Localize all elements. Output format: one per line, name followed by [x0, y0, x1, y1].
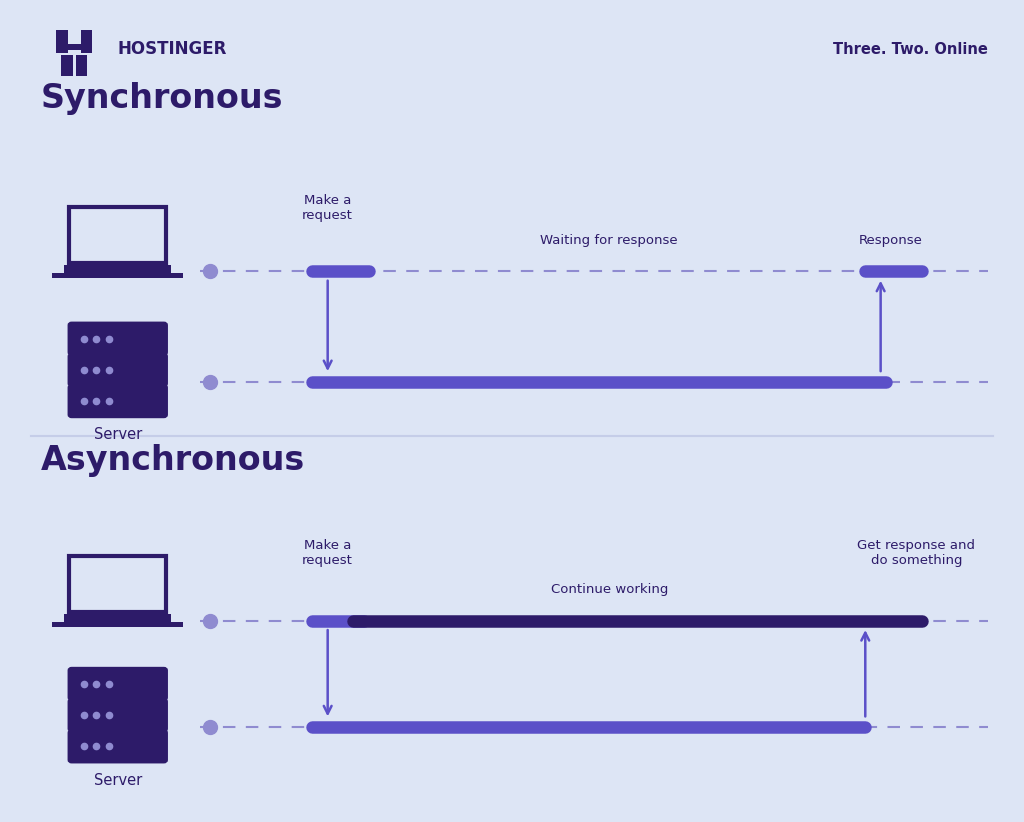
Text: HOSTINGER: HOSTINGER	[118, 40, 227, 58]
FancyBboxPatch shape	[69, 385, 167, 417]
Text: Response: Response	[859, 233, 923, 247]
Bar	[52, 273, 183, 278]
Bar	[56, 30, 68, 53]
Bar	[52, 622, 183, 627]
FancyBboxPatch shape	[69, 699, 167, 732]
Bar	[65, 614, 171, 622]
Text: Make a
request: Make a request	[302, 194, 353, 222]
Text: Make a
request: Make a request	[302, 539, 353, 567]
Text: Continue working: Continue working	[551, 583, 668, 596]
Bar	[109, 261, 128, 265]
Bar	[81, 30, 92, 53]
Bar	[61, 55, 73, 76]
Text: Asynchronous: Asynchronous	[41, 444, 305, 477]
Text: Waiting for response: Waiting for response	[541, 233, 678, 247]
FancyBboxPatch shape	[69, 730, 167, 763]
Text: Three. Two. Online: Three. Two. Online	[834, 42, 988, 57]
Bar	[60, 44, 89, 50]
FancyBboxPatch shape	[69, 322, 167, 355]
Text: Server: Server	[93, 427, 142, 442]
Bar	[65, 265, 171, 273]
Text: Server: Server	[93, 773, 142, 787]
Text: Synchronous: Synchronous	[41, 82, 284, 115]
FancyBboxPatch shape	[70, 556, 166, 612]
Bar	[109, 611, 128, 614]
FancyBboxPatch shape	[70, 207, 166, 263]
FancyBboxPatch shape	[69, 667, 167, 700]
Bar	[76, 55, 87, 76]
Text: Get response and
do something: Get response and do something	[857, 539, 976, 567]
FancyBboxPatch shape	[69, 353, 167, 386]
Text: Client: Client	[96, 341, 139, 356]
Text: Client: Client	[96, 690, 139, 705]
